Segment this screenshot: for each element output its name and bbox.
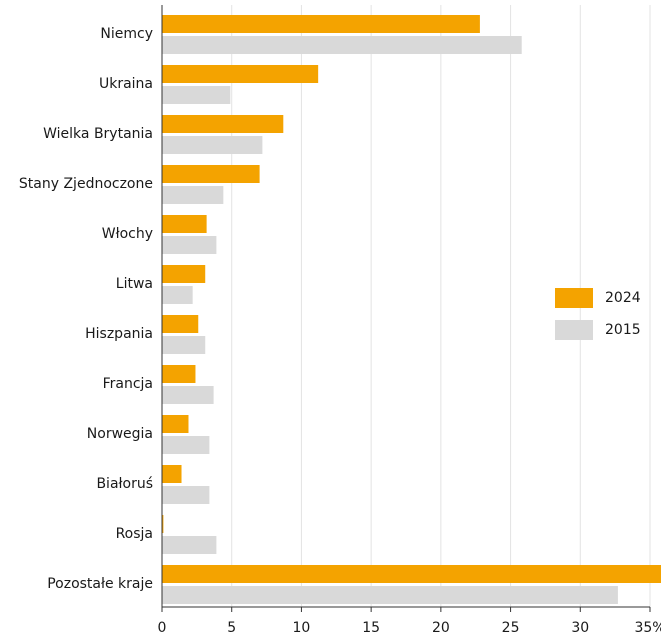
bar — [162, 386, 214, 404]
bar — [162, 515, 164, 533]
bar — [162, 336, 206, 354]
bar — [162, 465, 182, 483]
bar — [162, 165, 260, 183]
x-tick-label: 10 — [293, 620, 311, 636]
y-tick-label: Norwegia — [87, 426, 153, 442]
x-tick-label: 0 — [158, 620, 167, 636]
bar — [162, 315, 199, 333]
legend-label: 2024 — [605, 290, 641, 306]
y-tick-label: Pozostałe kraje — [47, 576, 153, 592]
x-tick-label: 15 — [362, 620, 380, 636]
bar — [162, 236, 217, 254]
bar — [162, 65, 319, 83]
y-tick-label: Białoruś — [96, 476, 153, 492]
y-tick-label: Stany Zjednoczone — [19, 176, 153, 192]
bar — [162, 536, 217, 554]
y-tick-label: Niemcy — [100, 26, 153, 42]
y-tick-label: Francja — [103, 376, 153, 392]
bar — [162, 136, 263, 154]
bar — [162, 436, 210, 454]
bar — [162, 365, 196, 383]
legend-swatch — [555, 288, 593, 308]
bar — [162, 565, 661, 583]
y-tick-label: Wielka Brytania — [43, 126, 153, 142]
bar — [162, 115, 284, 133]
bar — [162, 265, 206, 283]
legend-label: 2015 — [605, 322, 641, 338]
y-tick-label: Litwa — [116, 276, 153, 292]
y-tick-label: Hiszpania — [85, 326, 153, 342]
y-tick-label: Włochy — [102, 226, 153, 242]
bar — [162, 486, 210, 504]
bar — [162, 286, 193, 304]
bar — [162, 586, 618, 604]
y-tick-label: Ukraina — [99, 76, 153, 92]
x-tick-label: 25 — [502, 620, 520, 636]
bar — [162, 36, 522, 54]
legend-swatch — [555, 320, 593, 340]
y-tick-label: Rosja — [116, 526, 153, 542]
x-tick-label: 30 — [571, 620, 589, 636]
bar — [162, 86, 231, 104]
x-tick-label: 35% — [634, 620, 661, 636]
bar — [162, 215, 207, 233]
bar — [162, 15, 480, 33]
x-tick-label: 5 — [227, 620, 236, 636]
x-tick-label: 20 — [432, 620, 450, 636]
bar — [162, 186, 224, 204]
bar — [162, 415, 189, 433]
